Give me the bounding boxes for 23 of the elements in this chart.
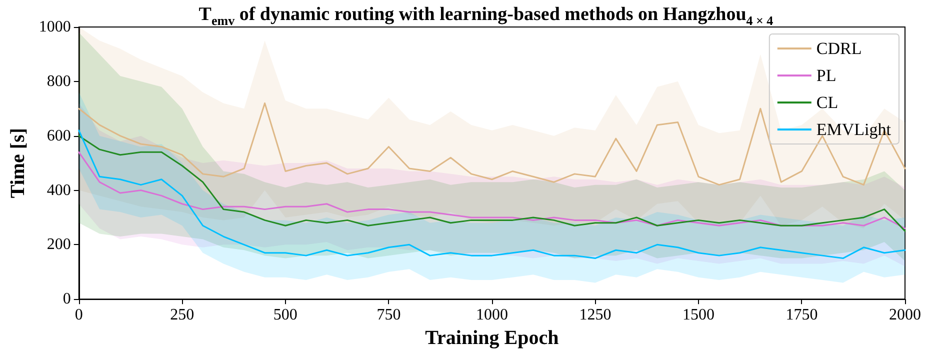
legend-label: CDRL: [816, 39, 862, 58]
x-tick-label: 0: [74, 306, 83, 324]
x-tick-label: 1000: [476, 306, 508, 324]
x-tick-label: 1750: [786, 306, 818, 324]
y-axis-title: Time [s]: [7, 128, 29, 198]
y-tick-label: 1000: [38, 18, 71, 36]
chart-title: T$_{emv}$ of dynamic routing with learning-based methods on Hangzhou$_{4 × 4}$: [198, 4, 774, 28]
x-tick-label: 250: [170, 306, 194, 324]
x-tick-label: 1250: [579, 306, 612, 324]
y-tick-label: 600: [46, 127, 71, 144]
x-tick-label: 2000: [889, 306, 921, 324]
legend-label: PL: [816, 66, 836, 85]
legend-label: EMVLight: [816, 120, 892, 139]
y-tick-label: 800: [46, 72, 71, 90]
x-axis-title: Training Epoch: [425, 327, 559, 349]
line-series: [78, 151, 906, 230]
x-tick-label: 1500: [682, 306, 714, 324]
legend-label: CL: [816, 93, 838, 112]
x-tick-label: 750: [376, 306, 401, 324]
y-tick-label: 200: [46, 236, 71, 254]
y-tick-label: 400: [46, 182, 71, 199]
y-tick-label: 0: [62, 290, 71, 308]
x-tick-label: 500: [273, 306, 298, 324]
